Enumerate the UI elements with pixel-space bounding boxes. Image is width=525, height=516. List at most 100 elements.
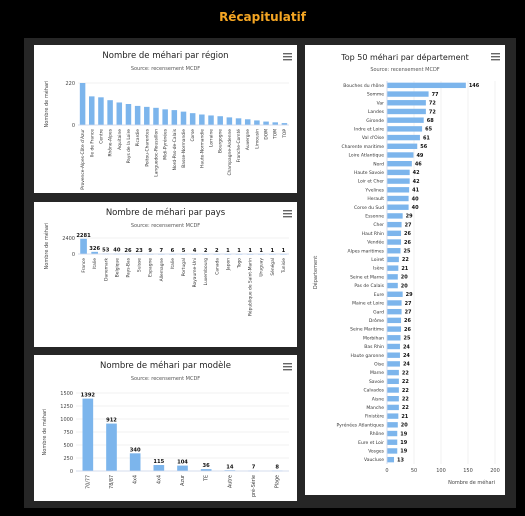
bar[interactable] xyxy=(98,97,104,125)
bar[interactable] xyxy=(171,110,178,125)
bar[interactable] xyxy=(387,160,412,167)
bar[interactable] xyxy=(162,109,168,125)
x-tick-label: Centre xyxy=(98,129,104,144)
bar[interactable] xyxy=(387,256,399,263)
bar[interactable] xyxy=(387,82,466,89)
bar[interactable] xyxy=(387,422,398,428)
menu-line xyxy=(283,216,292,218)
data-label: 19 xyxy=(400,449,407,455)
bar[interactable] xyxy=(387,91,429,97)
bar[interactable] xyxy=(387,204,409,210)
bar[interactable] xyxy=(387,343,400,350)
bar[interactable] xyxy=(180,111,187,125)
bar[interactable] xyxy=(387,248,401,254)
bar[interactable] xyxy=(144,106,150,125)
bar[interactable] xyxy=(387,265,399,271)
bar[interactable] xyxy=(387,335,401,341)
bar[interactable] xyxy=(82,398,94,471)
bar[interactable] xyxy=(79,83,86,125)
data-label: 14 xyxy=(226,464,234,470)
hamburger-menu-icon[interactable] xyxy=(490,51,501,61)
data-label: 1 xyxy=(248,248,252,254)
bar[interactable] xyxy=(387,361,400,367)
bar[interactable] xyxy=(254,120,260,125)
data-label: 20 xyxy=(401,275,408,281)
bar[interactable] xyxy=(107,100,113,125)
bar[interactable] xyxy=(387,117,424,123)
bar[interactable] xyxy=(387,430,398,437)
hamburger-menu-icon[interactable] xyxy=(282,361,293,371)
bar[interactable] xyxy=(217,116,223,125)
bar[interactable] xyxy=(235,118,242,125)
bar[interactable] xyxy=(263,121,269,125)
bar[interactable] xyxy=(387,352,400,358)
bar[interactable] xyxy=(89,96,95,125)
bar[interactable] xyxy=(91,251,98,254)
bar[interactable] xyxy=(387,282,398,289)
hamburger-menu-icon[interactable] xyxy=(282,208,293,218)
hamburger-menu-icon[interactable] xyxy=(282,51,293,61)
bar[interactable] xyxy=(199,114,205,126)
bar[interactable] xyxy=(387,126,423,132)
bar[interactable] xyxy=(189,113,196,125)
bar[interactable] xyxy=(387,108,426,115)
data-label: 42 xyxy=(413,170,420,176)
y-tick-label: Essonne xyxy=(365,214,384,220)
y-tick-label: Oise xyxy=(374,361,384,367)
x-tick-label: Champagne-Ardenne xyxy=(227,129,233,176)
data-label: 115 xyxy=(153,459,164,465)
data-label: 25 xyxy=(404,249,411,255)
y-tick-label: Haute Savoie xyxy=(354,170,384,176)
bar[interactable] xyxy=(208,115,214,125)
bar[interactable] xyxy=(387,448,398,454)
bar[interactable] xyxy=(387,387,399,393)
bar[interactable] xyxy=(387,169,410,176)
data-label: 40 xyxy=(113,248,121,254)
bar[interactable] xyxy=(387,221,402,228)
bar[interactable] xyxy=(129,453,141,471)
bar[interactable] xyxy=(125,104,132,125)
bar[interactable] xyxy=(387,100,426,106)
bar[interactable] xyxy=(387,456,395,463)
bar[interactable] xyxy=(272,122,278,125)
bar[interactable] xyxy=(153,465,165,471)
bar[interactable] xyxy=(387,213,403,219)
y-tick-label: Cher xyxy=(373,222,384,228)
bar[interactable] xyxy=(387,274,398,280)
data-label: 104 xyxy=(177,460,188,466)
bar[interactable] xyxy=(387,134,420,141)
bar[interactable] xyxy=(387,152,414,158)
bar[interactable] xyxy=(106,423,117,471)
bar[interactable] xyxy=(387,230,402,237)
bar[interactable] xyxy=(387,326,402,332)
bar[interactable] xyxy=(387,178,410,184)
bar[interactable] xyxy=(387,404,399,411)
bar[interactable] xyxy=(177,465,188,471)
bar[interactable] xyxy=(387,439,398,445)
bar[interactable] xyxy=(134,105,141,125)
bar[interactable] xyxy=(387,396,399,402)
chart-subtitle: Source: recensement MCDF xyxy=(370,67,439,73)
bar[interactable] xyxy=(387,308,402,315)
bar[interactable] xyxy=(387,369,399,376)
bar[interactable] xyxy=(116,102,123,125)
bar[interactable] xyxy=(387,317,402,324)
y-tick-label: Loire Atlantique xyxy=(349,153,385,159)
data-label: 8 xyxy=(275,465,279,471)
data-label: 29 xyxy=(406,214,413,220)
bar[interactable] xyxy=(200,469,212,471)
bar[interactable] xyxy=(387,195,409,202)
data-label: 46 xyxy=(415,161,422,167)
bar[interactable] xyxy=(153,107,159,125)
bar[interactable] xyxy=(387,187,410,193)
bar[interactable] xyxy=(387,413,399,419)
bar[interactable] xyxy=(387,291,403,297)
bar[interactable] xyxy=(281,123,288,125)
bar[interactable] xyxy=(80,238,87,254)
bar[interactable] xyxy=(226,117,233,125)
bar[interactable] xyxy=(244,119,251,125)
bar[interactable] xyxy=(387,300,402,306)
bar[interactable] xyxy=(387,239,402,245)
bar[interactable] xyxy=(387,378,399,385)
bar[interactable] xyxy=(387,143,418,149)
